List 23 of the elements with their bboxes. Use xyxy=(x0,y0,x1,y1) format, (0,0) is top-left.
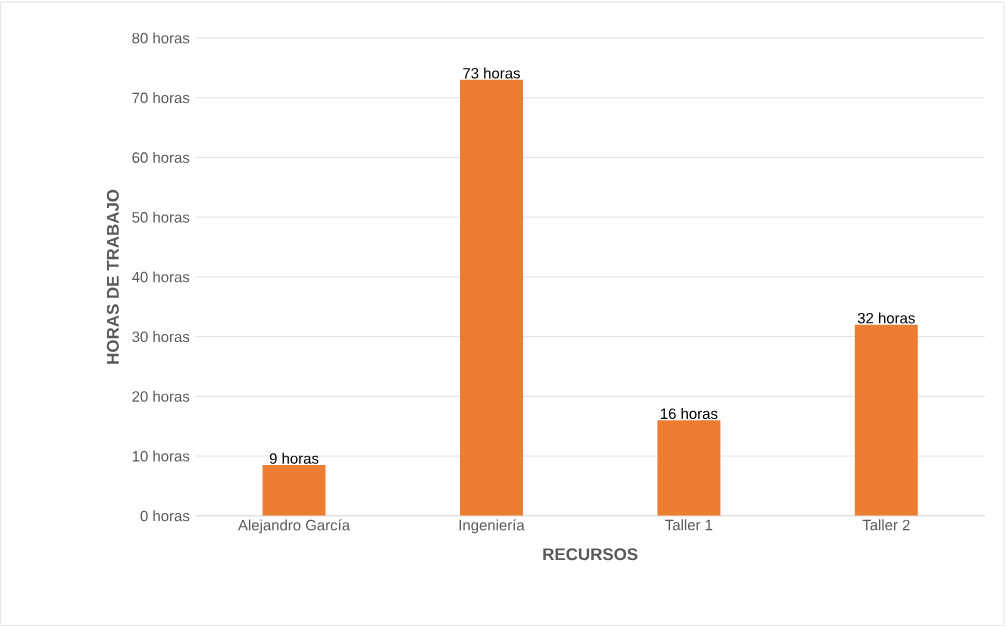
y-tick-label: 30 horas xyxy=(132,331,190,343)
y-tick-label: 20 horas xyxy=(132,390,190,402)
y-tick-label: 0 horas xyxy=(140,510,190,522)
bar xyxy=(262,464,326,516)
x-tick-label: Taller 1 xyxy=(665,519,713,531)
y-tick-label: 60 horas xyxy=(132,151,190,163)
data-label: 9 horas xyxy=(269,452,319,464)
x-tick-label: Taller 2 xyxy=(862,519,910,531)
bar xyxy=(854,324,918,516)
data-label: 32 horas xyxy=(857,312,915,324)
y-tick-label: 10 horas xyxy=(132,450,190,462)
x-axis-title: RECURSOS xyxy=(543,548,638,561)
data-label: 73 horas xyxy=(463,67,520,79)
bar xyxy=(459,79,523,516)
y-tick-label: 70 horas xyxy=(132,92,190,104)
bar xyxy=(657,420,721,516)
y-axis-title: HORAS DE TRABAJO xyxy=(106,189,119,364)
x-tick-label: Ingeniería xyxy=(459,519,525,534)
data-label: 16 horas xyxy=(660,407,718,419)
x-tick-label: Alejandro García xyxy=(238,519,351,534)
y-tick-label: 50 horas xyxy=(132,211,190,223)
y-tick-label: 80 horas xyxy=(132,32,190,44)
y-tick-label: 40 horas xyxy=(132,271,190,283)
